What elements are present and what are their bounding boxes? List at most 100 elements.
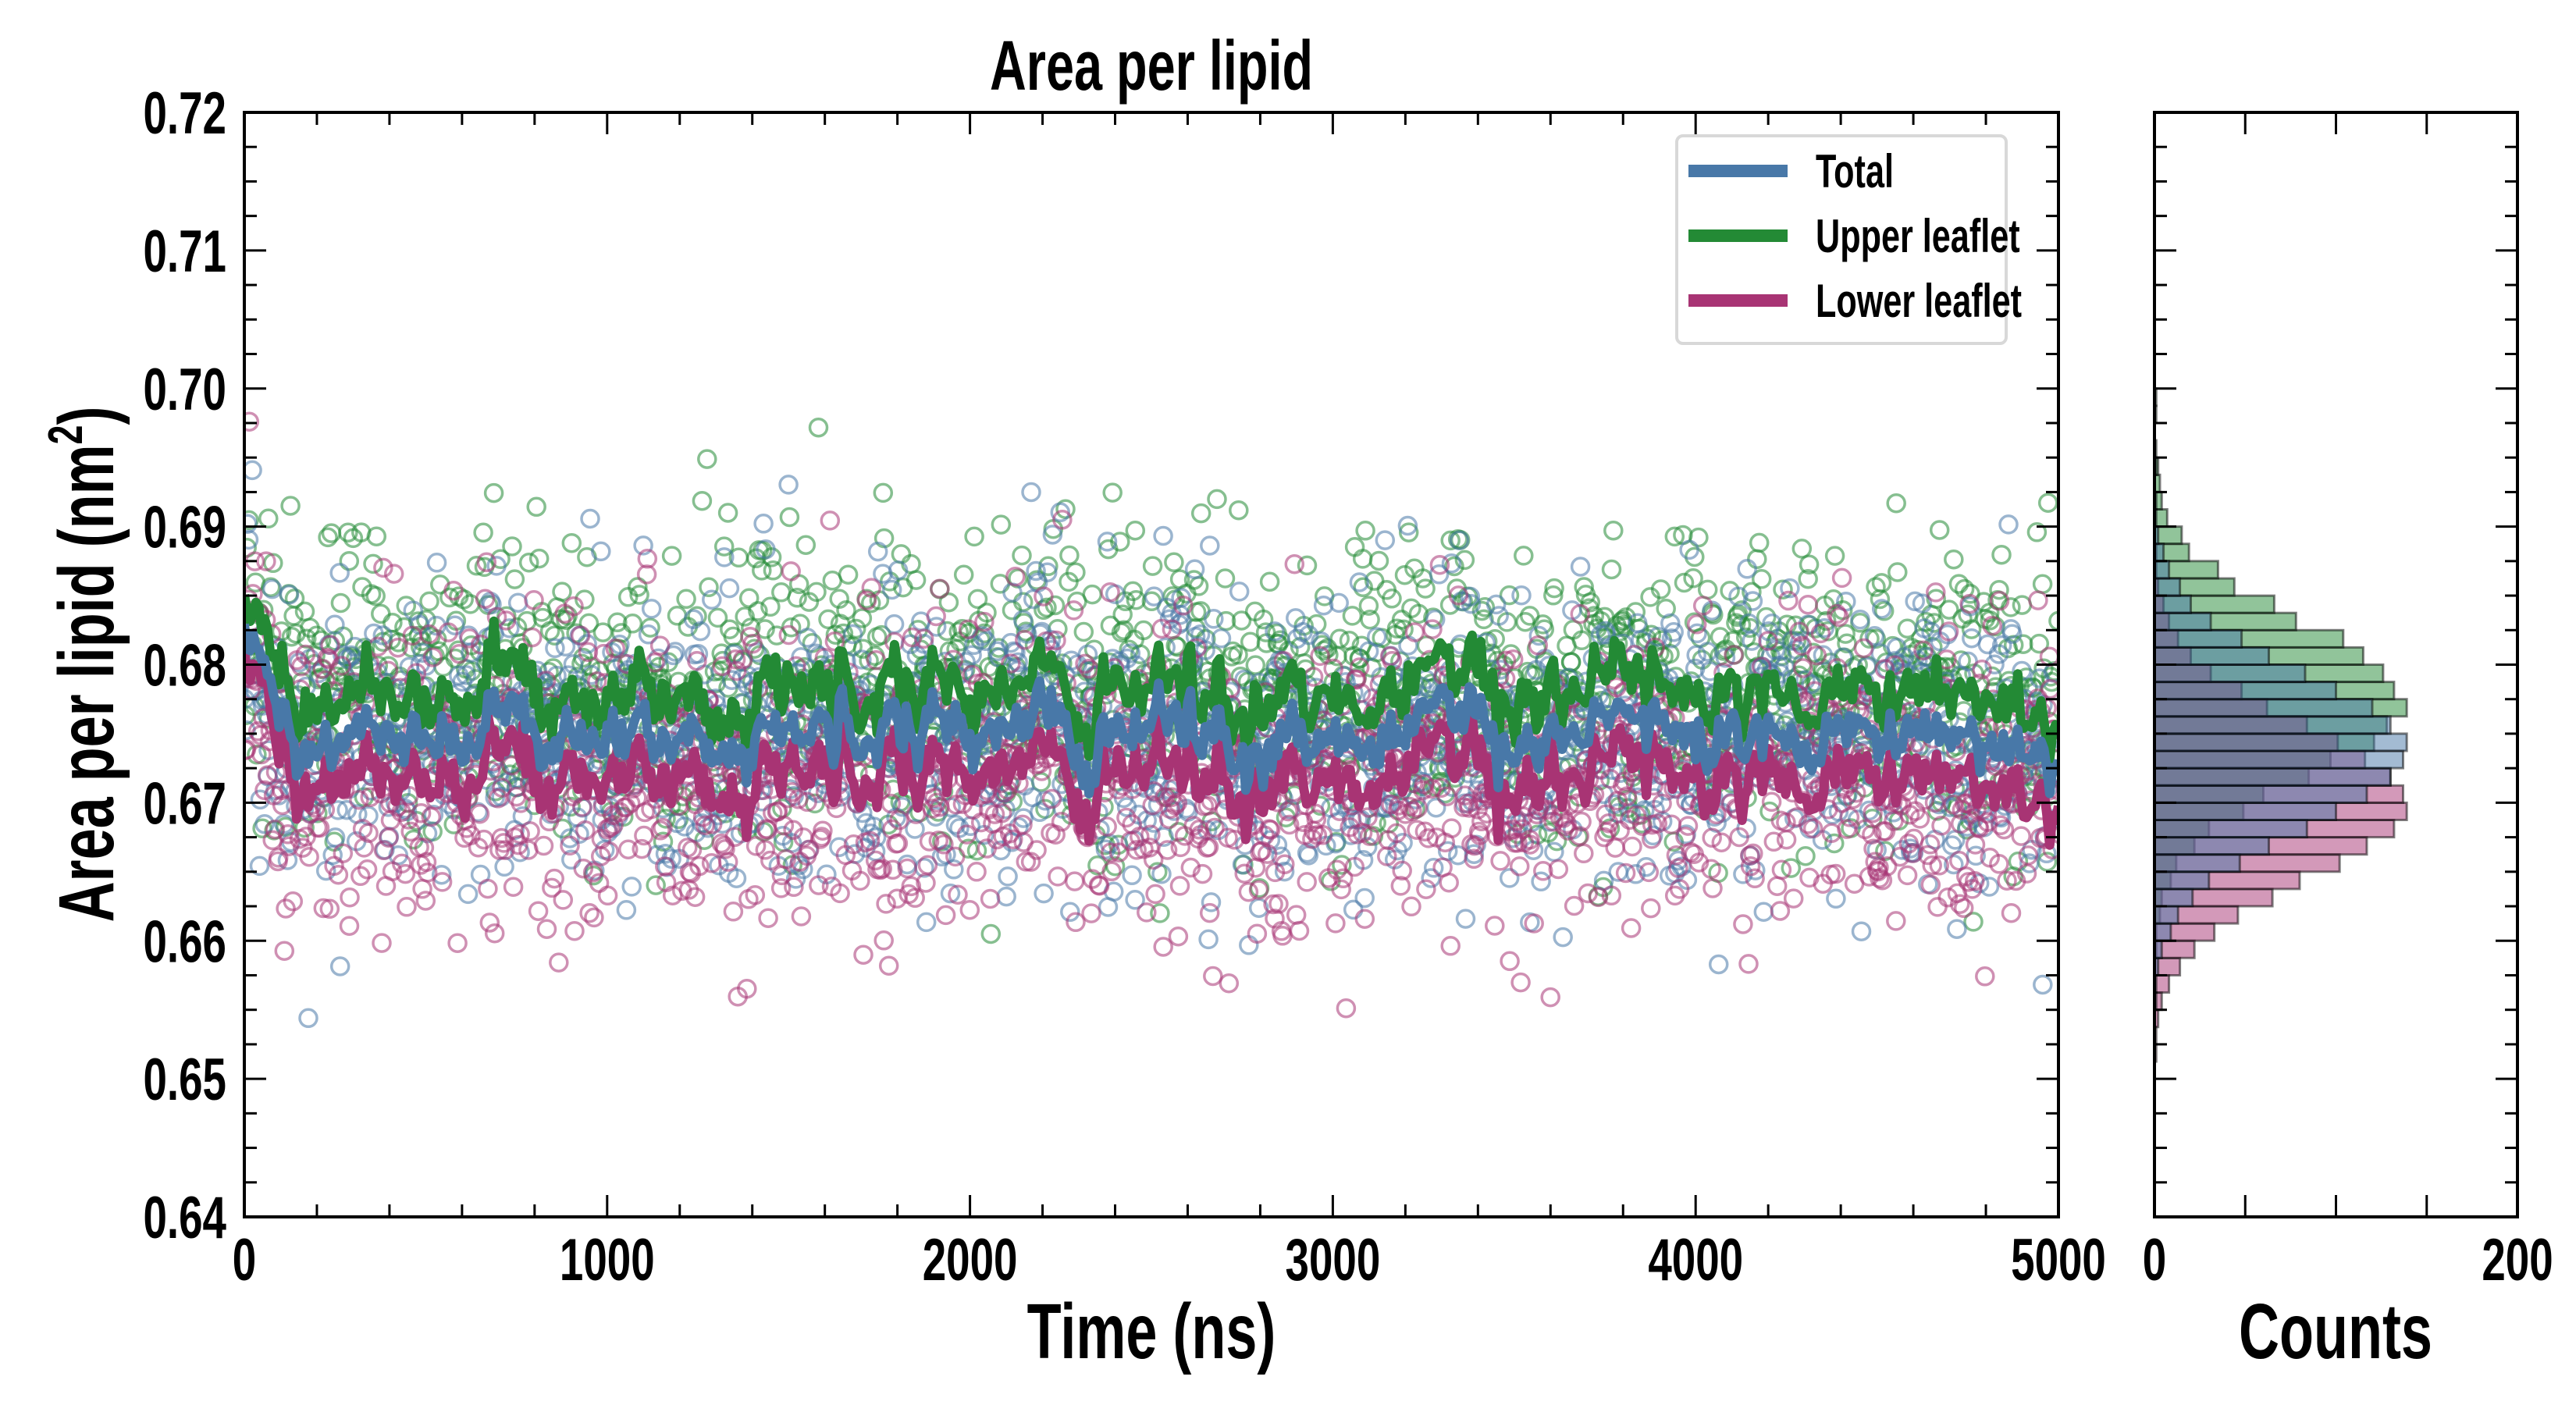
scatter-point-lower-leaflet (878, 955, 899, 976)
scatter-point-lower-leaflet (2028, 590, 2048, 610)
legend-label-upper-leaflet: Upper leaflet (1816, 211, 2020, 263)
scatter-point-lower-leaflet (1767, 876, 1788, 896)
scatter-point-upper-leaflet (1440, 530, 1461, 551)
scatter-point-upper-leaflet (787, 588, 807, 608)
scatter-point-lower-leaflet (1509, 856, 1530, 877)
scatter-point-upper-leaflet (1824, 833, 1845, 854)
scatter-point-upper-leaflet (1683, 568, 1703, 589)
scatter-point-total (262, 578, 283, 599)
scatter-point-upper-leaflet (966, 840, 987, 861)
scatter-point-total (1198, 929, 1219, 950)
scatter-point-upper-leaflet (735, 606, 755, 627)
scatter-point-lower-leaflet (1500, 951, 1520, 972)
hist-bar-total (2153, 853, 2241, 873)
scatter-point-lower-leaflet (1422, 619, 1443, 639)
scatter-point-upper-leaflet (1835, 624, 1856, 644)
scatter-point-upper-leaflet (707, 607, 728, 628)
scatter-point-lower-leaflet (791, 906, 812, 927)
scatter-point-upper-leaflet (1674, 572, 1695, 593)
scatter-point-upper-leaflet (964, 526, 984, 547)
scatter-point-upper-leaflet (2029, 633, 2050, 654)
hist-bar-total (2153, 784, 2368, 804)
scatter-point-total (250, 789, 271, 810)
scatter-point-upper-leaflet (1126, 589, 1147, 610)
scatter-point-total (423, 805, 444, 825)
scatter-point-upper-leaflet (1963, 912, 1984, 932)
scatter-point-lower-leaflet (820, 510, 841, 531)
scatter-point-upper-leaflet (339, 550, 360, 571)
scatter-point-total (1008, 652, 1028, 673)
scatter-point-total (456, 665, 476, 685)
scatter-point-lower-leaflet (1286, 905, 1307, 925)
scatter-point-upper-leaflet (713, 536, 735, 557)
scatter-point-upper-leaflet (1798, 568, 1818, 589)
scatter-point-upper-leaflet (1961, 619, 1982, 639)
scatter-point-total (641, 599, 662, 619)
scatter-point-total (1042, 525, 1063, 545)
scatter-point-total (364, 623, 384, 644)
scatter-point-total (560, 828, 580, 848)
scatter-point-upper-leaflet (1360, 609, 1380, 630)
hist-bar-total (2153, 681, 2337, 701)
hist-bar-total (2153, 715, 2392, 735)
scatter-point-upper-leaflet (1710, 627, 1731, 647)
scatter-point-upper-leaflet (2001, 597, 2021, 617)
hist-bar-total (2153, 628, 2243, 649)
scatter-point-lower-leaflet (479, 912, 500, 933)
scatter-point-total (1570, 557, 1591, 577)
y-axis-label-text: Area per lipid (nm (43, 444, 130, 922)
scatter-point-total (457, 884, 479, 905)
scatter-point-total (1184, 559, 1205, 580)
scatter-point-total (621, 877, 642, 897)
scatter-point-upper-leaflet (1601, 559, 1622, 580)
scatter-point-total (426, 553, 447, 573)
legend-label-total: Total (1816, 146, 1894, 198)
scatter-point-total (279, 585, 300, 605)
y-tick-label: 0.68 (143, 633, 226, 699)
scatter-point-total (905, 819, 925, 839)
scatter-point-lower-leaflet (1169, 876, 1190, 896)
scatter-point-lower-leaflet (1510, 972, 1531, 993)
scatter-point-lower-leaflet (930, 578, 950, 599)
scatter-point-lower-leaflet (1325, 913, 1346, 934)
scatter-point-total (714, 547, 735, 567)
scatter-point-total (1012, 610, 1034, 631)
scatter-point-total (555, 636, 576, 657)
x-axis-label: Time (ns) (1027, 1288, 1276, 1375)
scatter-point-upper-leaflet (544, 625, 565, 646)
scatter-point-upper-leaflet (836, 599, 856, 621)
hist-x-tick-label: 200 (2482, 1227, 2553, 1293)
scatter-point-lower-leaflet (935, 905, 956, 926)
scatter-point-lower-leaflet (1336, 998, 1357, 1019)
scatter-point-lower-leaflet (1485, 916, 1505, 936)
scatter-point-lower-leaflet (1081, 903, 1101, 923)
scatter-point-lower-leaflet (1354, 909, 1375, 929)
scatter-point-upper-leaflet (808, 417, 829, 438)
scatter-point-upper-leaflet (1102, 482, 1123, 503)
scatter-point-upper-leaflet (258, 508, 279, 529)
y-tick-label: 0.69 (143, 495, 226, 561)
scatter-point-lower-leaflet (597, 885, 618, 906)
scatter-point-total (945, 814, 966, 835)
y-tick-label: 0.72 (143, 80, 226, 147)
scatter-point-upper-leaflet (1130, 644, 1151, 665)
scatter-point-upper-leaflet (318, 527, 338, 548)
scatter-point-upper-leaflet (1742, 582, 1762, 603)
scatter-point-total (719, 578, 740, 599)
scatter-point-lower-leaflet (876, 894, 896, 914)
scatter-point-upper-leaflet (561, 532, 582, 553)
y-tick-label: 0.71 (143, 219, 226, 285)
scatter-point-total (1204, 609, 1224, 629)
scatter-point-upper-leaflet (294, 601, 315, 622)
scatter-point-lower-leaflet (966, 862, 987, 882)
scatter-point-total (778, 475, 799, 495)
scatter-point-upper-leaflet (1989, 579, 2009, 600)
scatter-point-upper-leaflet (1664, 526, 1685, 547)
y-tick-label: 0.64 (143, 1185, 226, 1251)
scatter-point-upper-leaflet (1731, 614, 1752, 635)
scatter-point-total (412, 642, 433, 663)
scatter-point-total (1034, 883, 1054, 904)
scatter-point-lower-leaflet (333, 843, 354, 863)
scatter-point-total (690, 621, 711, 642)
scatter-point-upper-leaflet (1603, 520, 1624, 541)
